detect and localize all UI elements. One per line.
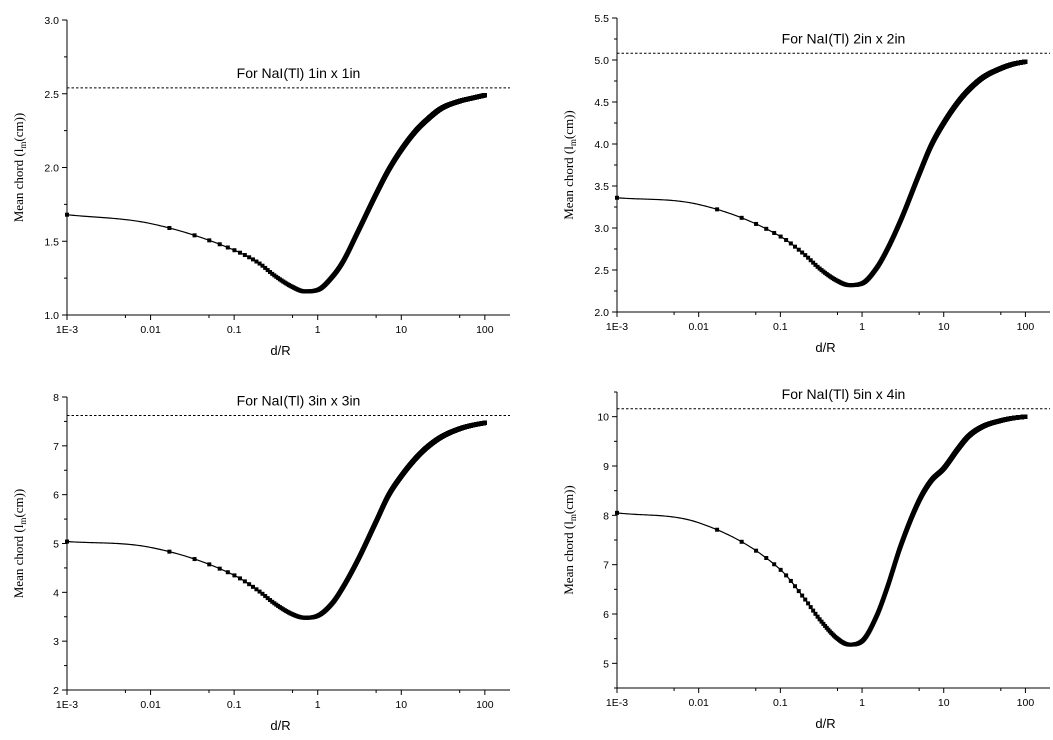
data-point (247, 255, 251, 259)
chart-title: For NaI(Tl) 1in x 1in (237, 65, 361, 81)
y-tick-label: 1.0 (44, 310, 59, 322)
x-tick-label: 0.01 (140, 324, 161, 336)
data-point (226, 245, 230, 249)
y-tick-label: 2.5 (44, 89, 59, 101)
data-point (238, 251, 242, 255)
x-tick-label: 1 (315, 324, 321, 336)
data-point (218, 242, 222, 246)
x-tick-label: 10 (395, 324, 407, 336)
data-point (232, 248, 236, 252)
y-tick-label: 2.0 (44, 163, 59, 175)
data-point (243, 253, 247, 257)
y-axis-label: Mean chord (lm(cm)) (11, 113, 28, 223)
data-point (167, 226, 171, 230)
x-tick-label: 1E-3 (56, 324, 78, 336)
x-axis-label: d/R (270, 343, 290, 358)
data-point (207, 238, 211, 242)
x-tick-label: 0.1 (227, 324, 242, 336)
data-point (251, 257, 255, 261)
y-tick-label: 1.5 (44, 236, 59, 248)
data-point (65, 213, 69, 217)
x-tick-label: 100 (476, 324, 494, 336)
chart-panel-1: 1.0 1.5 2.0 2.5 3.0 1E-3 0.01 0.1 1 10 100 d/R Mean … (11, 15, 510, 358)
data-point (193, 233, 197, 237)
y-tick-label: 3.0 (44, 15, 59, 27)
